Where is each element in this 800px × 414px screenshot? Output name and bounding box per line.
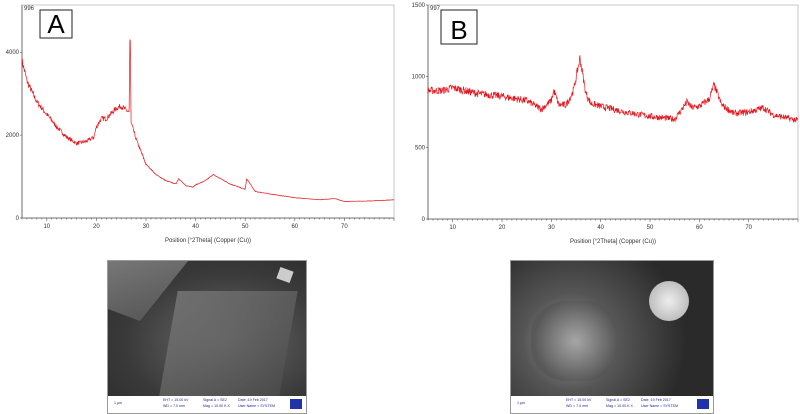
- x-tick-label: 20: [93, 224, 100, 230]
- sem-user: User Name = SYSTEM: [641, 404, 679, 408]
- scan-id: 997: [430, 6, 441, 12]
- x-tick-label: 30: [143, 224, 150, 230]
- plot-area: [427, 4, 799, 220]
- sem-info-bar-b: 1 µm EHT = 15.00 kV WD = 7.0 mm Signal A…: [511, 396, 713, 413]
- x-tick-label: 10: [449, 225, 456, 231]
- sem-image-a: 1 µm EHT = 15.00 kV WD = 7.0 mm Signal A…: [107, 260, 307, 414]
- x-tick-label: 30: [548, 225, 555, 231]
- sem-signal: Signal A = SE2: [203, 398, 227, 402]
- sem-user: User Name = SYSTEM: [238, 404, 276, 408]
- x-tick-label: 60: [696, 225, 703, 231]
- y-tick-label: 4000: [6, 50, 20, 56]
- panel-label: B: [450, 15, 467, 45]
- panel-label-box: [39, 9, 73, 39]
- xrd-trace: [21, 39, 394, 202]
- y-tick-label: 0: [422, 217, 426, 223]
- zeiss-logo: [290, 399, 302, 409]
- y-tick-label: 0: [16, 216, 20, 222]
- sem-scale: 1 µm: [114, 401, 123, 405]
- x-tick-label: 70: [341, 224, 348, 230]
- x-tick-label: 40: [597, 225, 604, 231]
- x-tick-label: 10: [43, 224, 50, 230]
- sem-mag: Mag = 10.00 K X: [203, 404, 230, 408]
- sem-eht: EHT = 15.00 kV: [566, 398, 592, 402]
- x-tick-label: 70: [745, 225, 752, 231]
- sem-wd: WD = 7.0 mm: [566, 404, 589, 408]
- sem-info-bar-a: 1 µm EHT = 15.00 kV WD = 7.0 mm Signal A…: [108, 396, 306, 413]
- plot-area: [21, 4, 395, 219]
- sem-signal: Signal A = SE2: [606, 398, 630, 402]
- x-tick-label: 60: [291, 224, 298, 230]
- sem-eht: EHT = 15.00 kV: [163, 398, 189, 402]
- sem-image-b: 1 µm EHT = 15.00 kV WD = 7.0 mm Signal A…: [510, 260, 714, 414]
- sem-date: Date :19 Feb 2017: [238, 398, 268, 402]
- x-axis-label: Position [°2Theta] (Copper (Cu)): [570, 239, 656, 245]
- sem-date: Date :19 Feb 2017: [641, 398, 671, 402]
- sem-micrograph-b: [511, 261, 713, 396]
- xrd-trace: [427, 55, 799, 123]
- scan-id: 996: [24, 6, 35, 12]
- x-tick-label: 40: [192, 224, 199, 230]
- xrd-chart-b: 10 20 30 40 50 60 70 0 500 1000 1500 Position [°2Th…: [412, 3, 799, 245]
- x-tick-label: 20: [499, 225, 506, 231]
- x-axis-label: Position [°2Theta] (Copper (Cu)): [165, 238, 251, 244]
- sem-micrograph-a: [108, 261, 306, 401]
- x-tick-label: 50: [242, 224, 249, 230]
- y-tick-label: 500: [415, 146, 426, 152]
- panel-label-box: [440, 9, 478, 45]
- sem-scale: 1 µm: [517, 401, 526, 405]
- y-tick-label: 1000: [412, 74, 426, 80]
- xrd-chart-a: 10 20 30 40 50 60 70 0 2000 4000 Position [°2Theta…: [6, 4, 395, 244]
- zeiss-logo: [697, 399, 709, 409]
- y-tick-label: 1500: [412, 3, 426, 9]
- y-tick-label: 2000: [6, 133, 20, 139]
- sem-wd: WD = 7.0 mm: [163, 404, 186, 408]
- panel-label: A: [47, 9, 65, 39]
- x-tick-label: 50: [647, 225, 654, 231]
- sem-mag: Mag = 10.00 K X: [606, 404, 633, 408]
